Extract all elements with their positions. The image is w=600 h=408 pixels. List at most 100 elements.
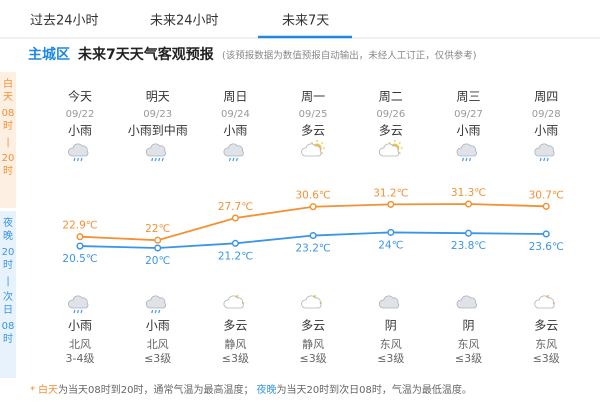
- title: 未来7天天气客观预报: [78, 46, 214, 63]
- date: 09/27: [454, 109, 483, 120]
- temp-label: 31.3℃: [451, 187, 486, 199]
- footer-note: * 白天为当天08时到20时，通常气温为最高温度； 夜晚为当天20时到次日08时，气…: [30, 383, 472, 396]
- wind: 静风: [224, 337, 246, 351]
- rain-drop: [158, 157, 161, 162]
- cloud: [223, 143, 244, 157]
- rain-drop: [235, 157, 238, 162]
- date: 09/23: [143, 109, 172, 120]
- temp-point: [154, 236, 162, 244]
- wind-level: 3-4级: [66, 352, 95, 365]
- wind: 静风: [302, 337, 324, 351]
- rain-drop: [154, 309, 157, 314]
- date: 09/24: [221, 109, 250, 120]
- weather-icon: [68, 295, 89, 314]
- tab[interactable]: 未来24小时: [150, 14, 219, 29]
- temp-point: [231, 239, 239, 247]
- rain-drop: [151, 157, 154, 162]
- temp-label: 27.7℃: [218, 201, 253, 213]
- day-weather: 多云: [379, 124, 403, 138]
- sun-ray: [320, 151, 324, 155]
- day-name: 周四: [534, 90, 558, 104]
- region: 主城区: [28, 46, 70, 63]
- date: 09/28: [532, 109, 561, 120]
- temp-point: [154, 244, 162, 252]
- footer-star: *: [30, 385, 35, 396]
- rain-drop: [543, 157, 546, 162]
- temp-point: [76, 233, 84, 241]
- night-side-label: 夜晚 20时 | 次日 08时: [0, 211, 16, 378]
- cloud: [456, 295, 477, 309]
- weather-icon: [145, 143, 167, 162]
- cloud: [68, 295, 89, 309]
- temp-label: 24℃: [378, 239, 403, 251]
- day-weather: 小雨: [68, 124, 92, 138]
- temp-point: [387, 200, 395, 208]
- wind: 北风: [147, 338, 169, 351]
- temp-point: [231, 214, 239, 222]
- temp-label: 23.8℃: [451, 240, 486, 252]
- rain-drop: [539, 157, 542, 162]
- rain-drop: [73, 157, 76, 162]
- footer-night-desc: 为当天20时到次日08时，气温为最低温度。: [276, 383, 471, 396]
- rain-drop: [154, 157, 157, 162]
- cloud: [456, 143, 477, 157]
- night-weather: 多云: [223, 319, 247, 333]
- night-weather: 多云: [301, 319, 325, 333]
- footer-night-term: 夜晚: [256, 383, 276, 396]
- side-text: 08时: [1, 108, 15, 132]
- night-weather: 多云: [534, 319, 558, 333]
- date: 09/25: [299, 109, 328, 120]
- temp-label: 30.6℃: [296, 190, 331, 202]
- day-name: 周一: [301, 90, 325, 104]
- day-weather: 小雨到中雨: [128, 123, 188, 138]
- weather-icon: [378, 140, 403, 157]
- night-weather: 阴: [462, 319, 474, 333]
- tab[interactable]: 未来7天: [282, 14, 329, 29]
- rain-drop: [468, 157, 472, 162]
- wind-level: ≤3级: [299, 352, 326, 365]
- temp-label: 21.2℃: [218, 250, 253, 262]
- weather-icon: [378, 295, 400, 309]
- date: 09/26: [376, 109, 405, 120]
- temp-label: 20℃: [145, 255, 170, 267]
- weather-icon: [456, 143, 477, 162]
- day-weather: 小雨: [223, 124, 247, 138]
- cloud: [378, 295, 400, 309]
- wind: 东风: [458, 338, 480, 351]
- night-weather: 小雨: [146, 319, 170, 333]
- rain-drop: [158, 309, 161, 314]
- sun-ray: [311, 141, 314, 145]
- sun-ray: [388, 141, 391, 145]
- rain-drop: [76, 309, 80, 314]
- weather-icon: [145, 295, 167, 314]
- side-text: 20时: [1, 153, 15, 177]
- footer-day-term: 白天: [38, 383, 58, 396]
- day-weather: 小雨: [534, 124, 558, 138]
- day-name: 今天: [68, 89, 92, 104]
- temp-label: 30.7℃: [529, 189, 564, 201]
- wind-level: ≤3级: [455, 352, 482, 365]
- day-side-label: 白天 08时 | 20时: [0, 72, 16, 208]
- side-text: |: [6, 137, 10, 148]
- footer-day-desc: 为当天08时到20时，通常气温为最高温度；: [58, 383, 253, 396]
- weather-icon: [534, 295, 556, 309]
- temp-label: 20.5℃: [62, 253, 97, 265]
- wind: 北风: [69, 338, 91, 351]
- side-text: 08时: [1, 321, 15, 345]
- rain-drop: [232, 157, 235, 162]
- weather-icon: [68, 143, 89, 162]
- temp-label: 23.6℃: [529, 241, 564, 253]
- temp-point: [542, 230, 550, 238]
- cloud: [301, 295, 322, 309]
- night-weather: 阴: [385, 319, 397, 333]
- tab[interactable]: 过去24小时: [30, 14, 99, 29]
- rain-drop: [465, 157, 468, 162]
- cloud: [145, 295, 167, 309]
- rain-drop: [161, 157, 164, 162]
- temp-point: [387, 228, 395, 236]
- cloud: [301, 143, 322, 157]
- cloud: [534, 295, 555, 309]
- day-name: 明天: [146, 90, 170, 104]
- side-text: |: [6, 276, 10, 287]
- sun-ray: [398, 151, 401, 155]
